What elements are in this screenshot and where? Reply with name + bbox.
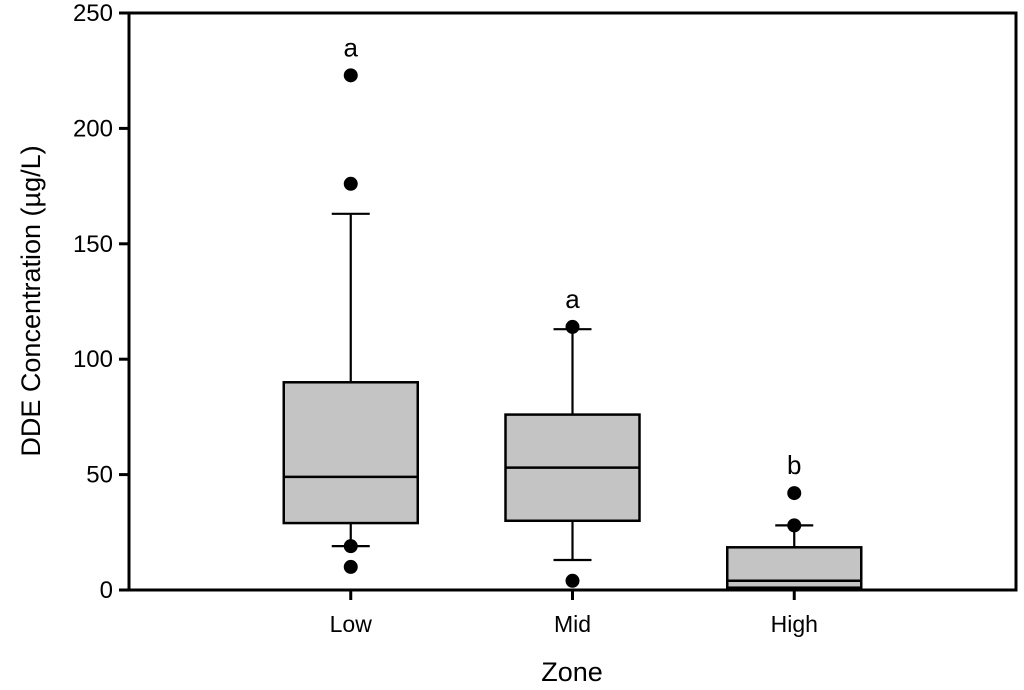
outlier-dot — [343, 539, 358, 554]
outlier-dot — [787, 486, 802, 501]
x-tick-label: High — [771, 611, 818, 637]
x-tick-label: Mid — [554, 611, 591, 637]
iqr-box — [282, 381, 419, 525]
y-tick-label: 100 — [73, 346, 113, 373]
y-tick-label: 150 — [73, 231, 113, 258]
outlier-dot — [343, 68, 358, 83]
y-tick-label: 250 — [73, 0, 113, 27]
x-tick-label: Low — [330, 611, 373, 637]
box-series: a a b — [282, 32, 863, 589]
box-mid: a — [504, 284, 641, 588]
outlier-dot — [565, 319, 580, 334]
y-tick-label: 50 — [86, 462, 113, 489]
x-axis: Low Mid High — [330, 590, 818, 637]
box-low: a — [282, 32, 419, 574]
y-axis-title: DDE Concentration (µg/L) — [16, 145, 46, 456]
outlier-dot — [787, 518, 802, 533]
y-tick-label: 0 — [100, 577, 113, 604]
y-axis: 0 50 100 150 200 250 — [73, 0, 129, 604]
y-tick-label: 200 — [73, 115, 113, 142]
outlier-dot — [565, 573, 580, 588]
significance-letter: a — [344, 32, 359, 62]
significance-letter: a — [565, 284, 580, 314]
box-high: b — [726, 450, 863, 589]
outlier-dot — [343, 559, 358, 574]
x-axis-title: Zone — [541, 657, 603, 687]
outlier-dot — [343, 176, 358, 191]
significance-letter: b — [787, 450, 801, 480]
